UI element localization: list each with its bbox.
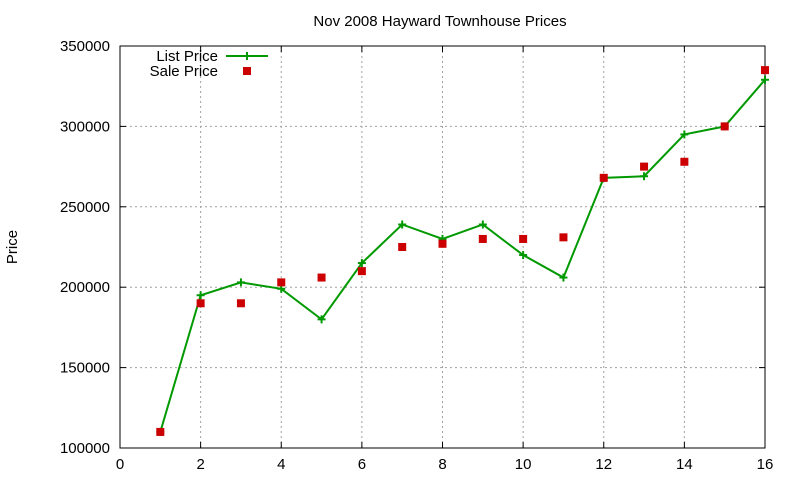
series	[156, 66, 769, 436]
sale-price-point	[680, 157, 689, 166]
y-tick-label: 200000	[60, 279, 110, 296]
x-tick-label: 14	[676, 456, 693, 473]
x-tick-label: 8	[438, 456, 446, 473]
x-tick-label: 10	[515, 456, 532, 473]
y-tick-label: 250000	[60, 199, 110, 216]
sale-price-point	[761, 66, 769, 75]
axes: 0 2 4 6 8 10 12 14 16 100000 150000 200000 250000 300…	[60, 38, 773, 473]
list-price-point	[559, 273, 568, 282]
sale-price-point	[720, 122, 729, 131]
legend-item-sale-price: Sale Price	[150, 63, 251, 80]
y-tick-label: 350000	[60, 38, 110, 55]
y-tick-label: 100000	[60, 440, 110, 457]
sale-price-point	[357, 267, 366, 276]
list-price-point	[680, 130, 689, 139]
series-list-price	[156, 75, 769, 436]
sale-price-point	[519, 234, 528, 243]
x-tick-label: 6	[358, 456, 366, 473]
list-price-point	[478, 220, 487, 229]
sale-price-point	[398, 243, 407, 251]
series-sale-price	[156, 66, 769, 436]
legend-marker	[243, 52, 251, 60]
list-price-point	[519, 251, 528, 260]
sale-price-point	[438, 239, 447, 248]
y-tick-label: 300000	[60, 118, 110, 135]
sale-price-point	[478, 234, 487, 243]
x-tick-label: 0	[116, 456, 124, 473]
list-price-point	[317, 315, 326, 324]
sale-price-point	[640, 162, 649, 171]
list-price-point	[196, 291, 205, 300]
legend-label: Sale Price	[150, 63, 218, 80]
list-price-point	[398, 220, 407, 229]
sale-price-point	[559, 233, 568, 242]
list-price-line	[159, 79, 766, 433]
y-tick-label: 150000	[60, 360, 110, 377]
legend-item-list-price: List Price	[156, 48, 268, 65]
sale-price-point	[156, 427, 165, 436]
x-tick-label: 4	[277, 456, 285, 473]
x-tick-label: 12	[595, 456, 612, 473]
legend-label: List Price	[156, 48, 218, 65]
list-price-point	[236, 278, 245, 287]
list-price-point	[761, 75, 769, 84]
list-price-point	[640, 172, 649, 181]
list-price-point	[357, 259, 366, 268]
sale-price-point	[196, 299, 205, 308]
y-axis-label: Price	[4, 230, 21, 264]
sale-price-point	[599, 173, 608, 182]
sale-price-point	[236, 299, 245, 308]
x-tick-label: 2	[196, 456, 204, 473]
chart-title: Nov 2008 Hayward Townhouse Prices	[313, 13, 566, 30]
sale-price-point	[317, 273, 326, 282]
sale-price-point	[277, 278, 286, 287]
x-tick-label: 16	[757, 456, 774, 473]
legend-marker	[243, 67, 251, 75]
